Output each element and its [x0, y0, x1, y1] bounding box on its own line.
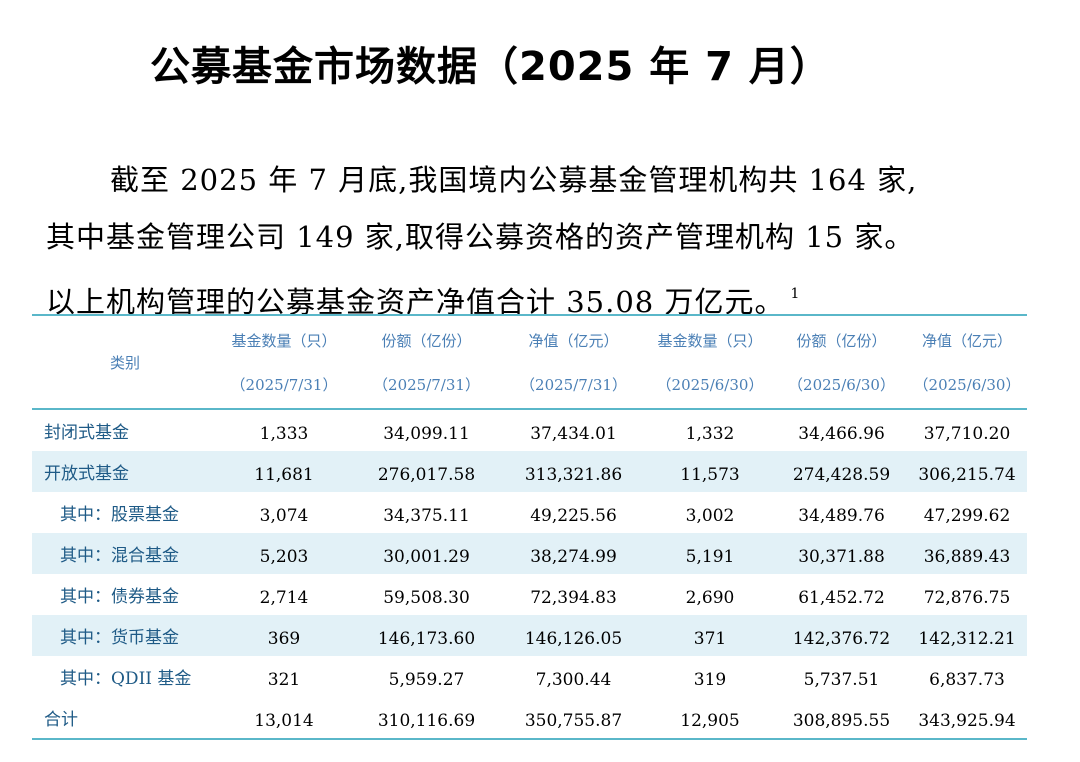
cell-value: 146,126.05	[524, 629, 623, 649]
table-row: 其中：债券基金 2,714 59,508.30 72,394.83 2,690 …	[32, 574, 1027, 615]
fund-data-table: 类别 基金数量（只） （2025/7/31） 份额（亿份） （2025/7/31） …	[32, 314, 1027, 740]
cell-value: 371	[693, 629, 727, 649]
category-header: 类别	[109, 354, 140, 372]
column-header: 份额（亿份） （2025/6/30）	[776, 316, 907, 408]
column-label: 基金数量（只）	[231, 332, 337, 350]
column-label: 基金数量（只）	[657, 332, 763, 350]
column-label: 净值（亿元）	[528, 332, 619, 350]
cell-value: 34,375.11	[383, 506, 470, 526]
cell-value: 3,002	[685, 506, 735, 526]
row-name: 其中：QDII 基金	[60, 669, 192, 689]
column-date: （2025/6/30）	[788, 376, 895, 394]
cell-value: 12,905	[680, 711, 740, 731]
summary-paragraph: 截至 2025 年 7 月底,我国境内公募基金管理机构共 164 家, 其中基金…	[46, 152, 1046, 331]
row-name: 其中：股票基金	[60, 505, 179, 525]
table-row-total: 合计 13,014 310,116.69 350,755.87 12,905 3…	[32, 697, 1027, 740]
table-header: 类别 基金数量（只） （2025/7/31） 份额（亿份） （2025/7/31） …	[32, 316, 1027, 410]
cell-value: 61,452.72	[798, 588, 885, 608]
column-label: 净值（亿元）	[921, 332, 1012, 350]
cell-value: 34,489.76	[798, 506, 885, 526]
cell-value: 274,428.59	[792, 465, 891, 485]
cell-value: 1,333	[259, 424, 309, 444]
cell-value: 142,312.21	[918, 629, 1016, 649]
cell-value: 38,274.99	[530, 547, 617, 567]
cell-value: 308,895.55	[792, 711, 891, 731]
column-date: （2025/7/31）	[230, 376, 338, 394]
column-label: 份额（亿份）	[381, 332, 472, 350]
cell-value: 6,837.73	[929, 670, 1005, 690]
table-row: 开放式基金 11,681 276,017.58 313,321.86 11,57…	[32, 451, 1027, 492]
table-row: 其中：QDII 基金 321 5,959.27 7,300.44 319 5,7…	[32, 656, 1027, 697]
cell-value: 34,099.11	[383, 424, 470, 444]
cell-value: 72,394.83	[530, 588, 617, 608]
cell-value: 59,508.30	[383, 588, 470, 608]
cell-value: 11,573	[680, 465, 740, 485]
row-name: 合计	[44, 710, 78, 730]
column-header: 净值（亿元） （2025/7/31）	[503, 316, 644, 408]
column-header: 基金数量（只） （2025/6/30）	[644, 316, 776, 408]
column-header: 份额（亿份） （2025/7/31）	[350, 316, 503, 408]
cell-value: 142,376.72	[792, 629, 891, 649]
row-name: 其中：混合基金	[60, 546, 179, 566]
cell-value: 276,017.58	[377, 465, 476, 485]
cell-value: 34,466.96	[798, 424, 885, 444]
cell-value: 5,191	[685, 547, 735, 567]
cell-value: 321	[267, 670, 301, 690]
cell-value: 5,959.27	[388, 670, 465, 690]
cell-value: 313,321.86	[524, 465, 623, 485]
column-date: （2025/6/30）	[913, 376, 1021, 394]
column-date: （2025/6/30）	[656, 376, 764, 394]
summary-line-3: 以上机构管理的公募基金资产净值合计 35.08 万亿元。 1	[46, 266, 1046, 331]
column-date: （2025/7/31）	[520, 376, 627, 394]
cell-value: 2,714	[259, 588, 309, 608]
row-name: 其中：货币基金	[60, 628, 179, 648]
table-row: 封闭式基金 1,333 34,099.11 37,434.01 1,332 34…	[32, 410, 1027, 451]
cell-value: 369	[267, 629, 301, 649]
cell-value: 146,173.60	[377, 629, 476, 649]
cell-value: 5,737.51	[803, 670, 880, 690]
cell-value: 72,876.75	[923, 588, 1011, 608]
column-label: 份额（亿份）	[796, 332, 887, 350]
cell-value: 30,001.29	[383, 547, 470, 567]
footnote-marker: 1	[790, 286, 801, 302]
cell-value: 37,434.01	[530, 424, 617, 444]
cell-value: 13,014	[254, 711, 314, 731]
cell-value: 36,889.43	[923, 547, 1011, 567]
cell-value: 343,925.94	[918, 711, 1016, 731]
page-title: 公募基金市场数据（2025 年 7 月）	[150, 44, 831, 90]
cell-value: 47,299.62	[923, 506, 1011, 526]
cell-value: 1,332	[685, 424, 735, 444]
cell-value: 37,710.20	[923, 424, 1011, 444]
column-date: （2025/7/31）	[373, 376, 480, 394]
row-name: 其中：债券基金	[60, 587, 179, 607]
table-row: 其中：货币基金 369 146,173.60 146,126.05 371 14…	[32, 615, 1027, 656]
row-name: 封闭式基金	[44, 423, 129, 443]
summary-line-3-text: 以上机构管理的公募基金资产净值合计 35.08 万亿元。	[46, 285, 785, 319]
cell-value: 3,074	[259, 506, 309, 526]
cell-value: 5,203	[259, 547, 309, 567]
cell-value: 49,225.56	[530, 506, 617, 526]
cell-value: 7,300.44	[535, 670, 612, 690]
cell-value: 30,371.88	[798, 547, 885, 567]
summary-line-2: 其中基金管理公司 149 家,取得公募资格的资产管理机构 15 家。	[46, 220, 915, 254]
cell-value: 350,755.87	[524, 711, 623, 731]
row-name: 开放式基金	[44, 464, 129, 484]
summary-line-1: 截至 2025 年 7 月底,我国境内公募基金管理机构共 164 家,	[110, 163, 918, 197]
cell-value: 319	[693, 670, 727, 690]
column-header: 净值（亿元） （2025/6/30）	[907, 316, 1027, 408]
cell-value: 11,681	[254, 465, 314, 485]
cell-value: 2,690	[685, 588, 735, 608]
table-row: 其中：混合基金 5,203 30,001.29 38,274.99 5,191 …	[32, 533, 1027, 574]
cell-value: 310,116.69	[377, 711, 476, 731]
column-header: 基金数量（只） （2025/7/31）	[218, 316, 350, 408]
cell-value: 306,215.74	[918, 465, 1016, 485]
table-row: 其中：股票基金 3,074 34,375.11 49,225.56 3,002 …	[32, 492, 1027, 533]
